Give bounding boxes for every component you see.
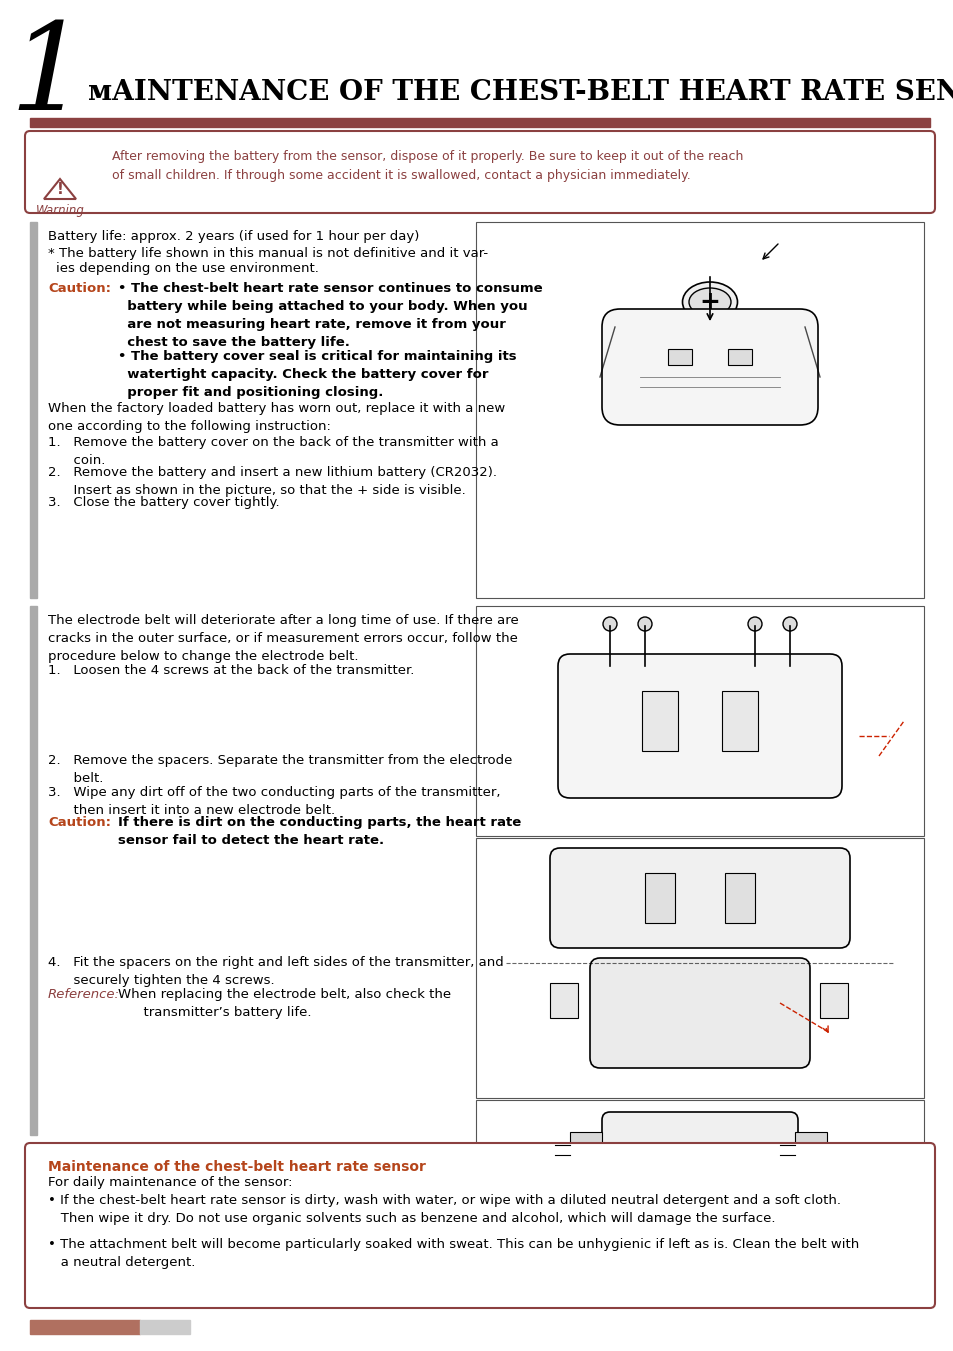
Bar [794,1132,826,1169]
Text: 1: 1 [10,18,87,135]
Bar [727,349,751,365]
FancyBboxPatch shape [25,1143,934,1308]
Circle shape [747,617,761,631]
Text: 1.   Remove the battery cover on the back of the transmitter with a
      coin.: 1. Remove the battery cover on the back … [48,436,498,467]
Text: 1.   Loosen the 4 screws at the back of the transmitter.: 1. Loosen the 4 screws at the back of th… [48,663,414,677]
Bar [476,607,923,836]
FancyBboxPatch shape [558,654,841,798]
Text: For daily maintenance of the sensor:: For daily maintenance of the sensor: [48,1175,293,1189]
Text: When replacing the electrode belt, also check the
      transmitter’s battery li: When replacing the electrode belt, also … [118,988,451,1019]
Ellipse shape [681,282,737,322]
Bar [476,222,923,598]
Bar [140,1320,190,1333]
Bar [667,349,691,365]
Text: When the factory loaded battery has worn out, replace it with a new
one accordin: When the factory loaded battery has worn… [48,403,505,434]
Bar [30,118,929,127]
Text: ies depending on the use environment.: ies depending on the use environment. [56,262,318,276]
Text: Maintenance of the chest-belt heart rate sensor: Maintenance of the chest-belt heart rate… [48,1161,425,1174]
Text: • The chest-belt heart rate sensor continues to consume
  battery while being at: • The chest-belt heart rate sensor conti… [118,282,542,349]
Text: Caution:: Caution: [48,282,111,295]
Bar [476,1100,923,1200]
Text: • The battery cover seal is critical for maintaining its
  watertight capacity. : • The battery cover seal is critical for… [118,350,517,399]
Text: Warning: Warning [35,204,85,218]
Text: * The battery life shown in this manual is not definitive and it var-: * The battery life shown in this manual … [48,247,488,259]
Text: 3.   Close the battery cover tightly.: 3. Close the battery cover tightly. [48,496,279,509]
FancyBboxPatch shape [589,958,809,1069]
Text: 4.   Fit the spacers on the right and left sides of the transmitter, and
      s: 4. Fit the spacers on the right and left… [48,957,503,988]
Text: 2.   Remove the spacers. Separate the transmitter from the electrode
      belt.: 2. Remove the spacers. Separate the tran… [48,754,512,785]
Text: • If the chest-belt heart rate sensor is dirty, wash with water, or wipe with a : • If the chest-belt heart rate sensor is… [48,1194,841,1225]
FancyBboxPatch shape [25,131,934,213]
Text: • The attachment belt will become particularly soaked with sweat. This can be un: • The attachment belt will become partic… [48,1238,859,1269]
FancyBboxPatch shape [601,309,817,426]
Bar [476,838,923,1098]
Text: +: + [699,290,720,313]
Circle shape [782,617,796,631]
Bar [569,1132,601,1169]
Bar [724,873,754,923]
Text: After removing the battery from the sensor, dispose of it properly. Be sure to k: After removing the battery from the sens… [112,150,742,182]
Bar [721,690,758,751]
Text: Caution:: Caution: [48,816,111,830]
Circle shape [638,617,651,631]
Bar [644,873,675,923]
Circle shape [624,1146,635,1155]
Text: The electrode belt will deteriorate after a long time of use. If there are
crack: The electrode belt will deteriorate afte… [48,613,518,663]
Bar [30,222,37,598]
Text: Battery life: approx. 2 years (if used for 1 hour per day): Battery life: approx. 2 years (if used f… [48,230,419,243]
Bar [820,984,847,1019]
Text: 3.   Wipe any dirt off of the two conducting parts of the transmitter,
      the: 3. Wipe any dirt off of the two conducti… [48,786,500,817]
Circle shape [602,617,617,631]
Bar [30,607,37,1135]
Ellipse shape [688,288,730,316]
Text: Reference:: Reference: [48,988,120,1001]
Text: !: ! [56,181,63,196]
FancyBboxPatch shape [550,848,849,948]
Text: 2.   Remove the battery and insert a new lithium battery (CR2032).
      Insert : 2. Remove the battery and insert a new l… [48,466,497,497]
Circle shape [764,1146,774,1155]
FancyBboxPatch shape [601,1112,797,1188]
Text: ᴍAINTENANCE OF THE CHEST-BELT HEART RATE SENSOR: ᴍAINTENANCE OF THE CHEST-BELT HEART RATE… [88,78,953,105]
Bar [641,690,678,751]
Bar [30,1320,140,1333]
Bar [550,984,578,1019]
Text: If there is dirt on the conducting parts, the heart rate
sensor fail to detect t: If there is dirt on the conducting parts… [118,816,520,847]
